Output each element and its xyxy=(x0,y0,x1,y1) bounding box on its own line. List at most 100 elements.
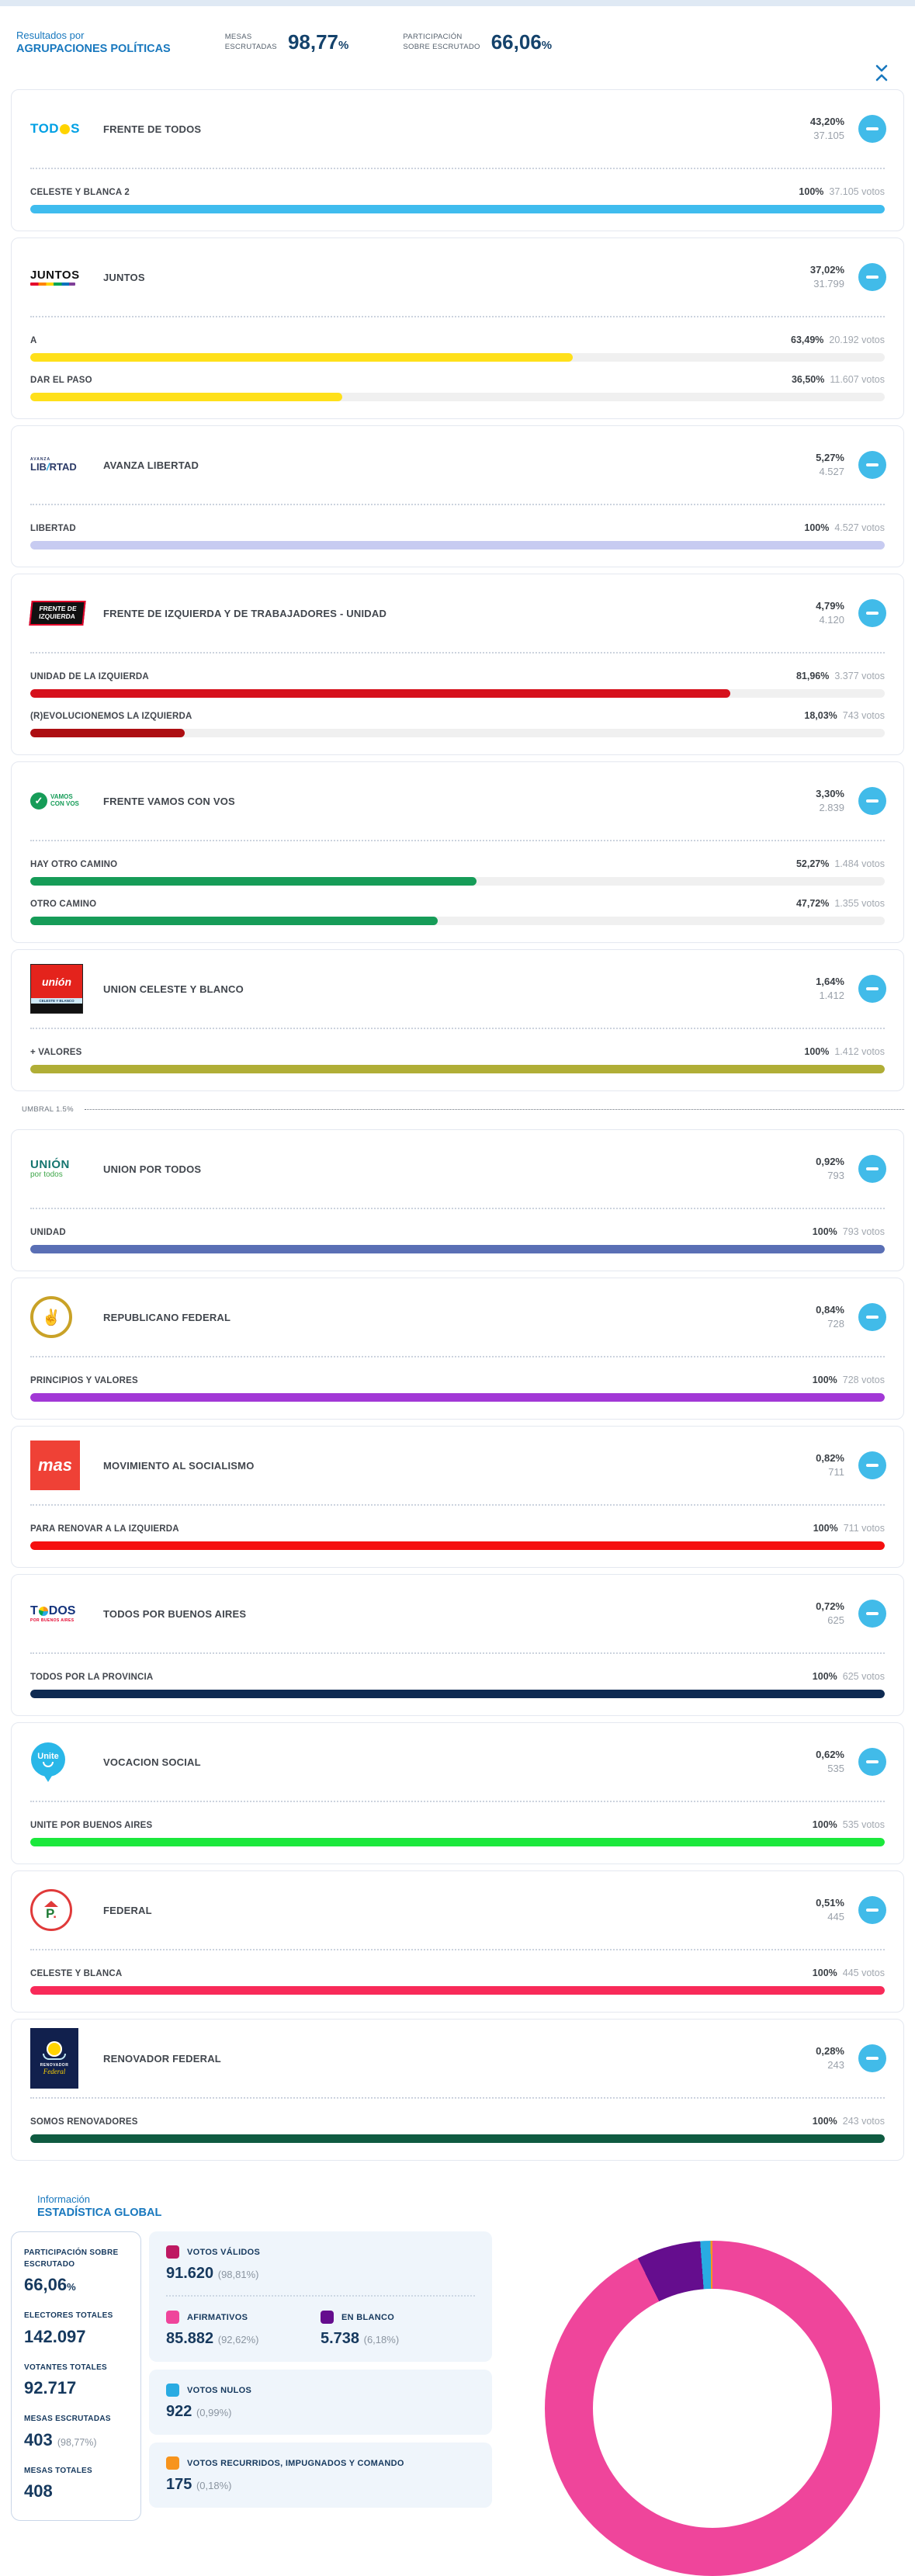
collapse-card-button[interactable] xyxy=(858,451,886,479)
party-cards-above-threshold: TOD S FRENTE DE TODOS 43,20% 37.105 CELES… xyxy=(0,85,915,1091)
list-percent: 63,49% xyxy=(791,335,824,345)
collapse-card-button[interactable] xyxy=(858,1451,886,1479)
party-card-header: mas MOVIMIENTO AL SOCIALISMO 0,82% 711 xyxy=(12,1427,903,1504)
party-name: FRENTE VAMOS CON VOS xyxy=(103,795,235,807)
list-votes: 625 votos xyxy=(842,1671,885,1682)
union-celeste-y-blanco-logo: unión CELESTE Y BLANCO xyxy=(30,964,95,1014)
affirmative-color-icon xyxy=(166,2311,179,2324)
party-percent: 0,51% xyxy=(816,1897,844,1909)
collapse-card-button[interactable] xyxy=(858,115,886,143)
list-votes: 243 votos xyxy=(842,2116,885,2127)
collapse-card-button[interactable] xyxy=(858,787,886,815)
card-dotted-divider xyxy=(30,316,885,317)
threshold-label: UMBRAL 1.5% xyxy=(22,1105,74,1114)
list-name: CELESTE Y BLANCA 2 xyxy=(30,188,130,197)
list-votes: 711 votos xyxy=(843,1523,885,1534)
metric1-value: 98,77% xyxy=(287,30,349,54)
party-card: T DOS POR BUENOS AIRES TODOS POR BUENOS AI… xyxy=(11,1574,904,1716)
collapse-card-button[interactable] xyxy=(858,2044,886,2072)
party-name: FRENTE DE IZQUIERDA Y DE TRABAJADORES - … xyxy=(103,607,387,619)
party-votes: 4.527 xyxy=(819,466,844,477)
vote-bar-fill xyxy=(30,205,885,213)
top-strip xyxy=(0,0,915,6)
party-name: JUNTOS xyxy=(103,271,145,283)
party-card: ✓ VAMOS CON VOS FRENTE VAMOS CON VOS 3,30%… xyxy=(11,761,904,943)
collapse-card-button[interactable] xyxy=(858,1155,886,1183)
ballot-lists: CELESTE Y BLANCA 100% 445 votos xyxy=(12,1950,903,2012)
party-votes: 445 xyxy=(827,1911,844,1922)
party-percent: 0,72% xyxy=(816,1600,844,1613)
collapse-card-button[interactable] xyxy=(858,1303,886,1331)
party-card: TOD S FRENTE DE TODOS 43,20% 37.105 CELES… xyxy=(11,89,904,231)
collapse-card-button[interactable] xyxy=(858,975,886,1003)
ballot-list-item: HAY OTRO CAMINO 52,27% 1.484 votos xyxy=(30,858,885,886)
list-votes: 20.192 votos xyxy=(829,335,885,345)
vote-bar-track xyxy=(30,1065,885,1073)
ballot-lists: UNITE POR BUENOS AIRES 100% 535 votos xyxy=(12,1802,903,1864)
ballot-list-item: SOMOS RENOVADORES 100% 243 votos xyxy=(30,2116,885,2143)
card-dotted-divider xyxy=(30,2097,885,2099)
blank-color-icon xyxy=(321,2311,334,2324)
votes-legend-column: VOTOS VÁLIDOS 91.620 (98,81%) AFIRMATIVO… xyxy=(149,2231,492,2515)
collapse-all-icon[interactable] xyxy=(872,63,892,83)
metric2-label-line1: PARTICIPACIÓN xyxy=(403,32,463,41)
list-name: PRINCIPIOS Y VALORES xyxy=(30,1376,138,1385)
party-card-header: UNIÓN por todos UNION POR TODOS 0,92% 793 xyxy=(12,1130,903,1208)
list-votes: 535 votos xyxy=(842,1819,885,1830)
collapse-card-button[interactable] xyxy=(858,1896,886,1924)
card-dotted-divider xyxy=(30,1504,885,1506)
collapse-card-button[interactable] xyxy=(858,599,886,627)
party-percent: 3,30% xyxy=(816,788,844,800)
list-percent: 100% xyxy=(812,1819,837,1830)
collapse-card-button[interactable] xyxy=(858,1748,886,1776)
vote-bar-fill xyxy=(30,393,342,401)
metric1-label-line2: ESCRUTADAS xyxy=(224,42,277,51)
card-dotted-divider xyxy=(30,1949,885,1950)
party-name: FEDERAL xyxy=(103,1904,152,1916)
party-votes: 31.799 xyxy=(813,278,844,289)
vote-bar-fill xyxy=(30,917,438,925)
ballot-list-item: UNITE POR BUENOS AIRES 100% 535 votos xyxy=(30,1819,885,1846)
list-percent: 81,96% xyxy=(795,671,830,681)
collapse-card-button[interactable] xyxy=(858,1600,886,1628)
list-percent: 100% xyxy=(799,186,824,197)
list-name: PARA RENOVAR A LA IZQUIERDA xyxy=(30,1524,179,1534)
card-dotted-divider xyxy=(30,504,885,505)
vote-bar-track xyxy=(30,1838,885,1846)
list-percent: 47,72% xyxy=(795,898,830,909)
contested-votes-box: VOTOS RECURRIDOS, IMPUGNADOS Y COMANDO 1… xyxy=(149,2443,492,2508)
contested-label: VOTOS RECURRIDOS, IMPUGNADOS Y COMANDO xyxy=(187,2458,404,2468)
party-percent: 37,02% xyxy=(809,264,844,276)
list-votes: 743 votos xyxy=(842,710,885,721)
stat-electores-totales: ELECTORES TOTALES 142.097 xyxy=(24,2311,113,2346)
party-card-header: P. FEDERAL 0,51% 445 xyxy=(12,1871,903,1949)
list-name: UNIDAD DE LA IZQUIERDA xyxy=(30,672,149,681)
list-percent: 100% xyxy=(812,1968,837,1978)
vote-bar-track xyxy=(30,205,885,213)
collapse-card-button[interactable] xyxy=(858,263,886,291)
federal-logo: P. xyxy=(30,1889,95,1931)
list-name: UNITE POR BUENOS AIRES xyxy=(30,1821,153,1830)
page-header: Resultados por AGRUPACIONES POLÍTICAS ME… xyxy=(0,6,915,60)
ballot-lists: HAY OTRO CAMINO 52,27% 1.484 votos OTRO … xyxy=(12,841,903,942)
metric2-value: 66,06% xyxy=(490,30,553,54)
party-votes: 1.412 xyxy=(819,990,844,1001)
threshold-divider: UMBRAL 1.5% xyxy=(0,1097,915,1125)
stats-heading-pre: Información xyxy=(37,2193,90,2205)
party-votes: 2.839 xyxy=(819,802,844,813)
ballot-lists: LIBERTAD 100% 4.527 votos xyxy=(12,505,903,567)
list-votes: 4.527 votos xyxy=(834,522,885,533)
list-votes: 1.355 votos xyxy=(834,898,885,909)
ballot-list-item: TODOS POR LA PROVINCIA 100% 625 votos xyxy=(30,1671,885,1698)
party-name: UNION CELESTE Y BLANCO xyxy=(103,983,244,995)
party-name: FRENTE DE TODOS xyxy=(103,123,202,135)
ballot-lists: PARA RENOVAR A LA IZQUIERDA 100% 711 vot… xyxy=(12,1506,903,1567)
party-card: UNIÓN por todos UNION POR TODOS 0,92% 793… xyxy=(11,1129,904,1271)
list-name: + VALORES xyxy=(30,1048,82,1057)
ballot-list-item: UNIDAD 100% 793 votos xyxy=(30,1226,885,1253)
valid-votes-box: VOTOS VÁLIDOS 91.620 (98,81%) AFIRMATIVO… xyxy=(149,2231,492,2362)
list-name: HAY OTRO CAMINO xyxy=(30,860,118,869)
ballot-list-item: PRINCIPIOS Y VALORES 100% 728 votos xyxy=(30,1375,885,1402)
stat-mesas-totales: MESAS TOTALES 408 xyxy=(24,2466,92,2501)
card-dotted-divider xyxy=(30,1208,885,1209)
